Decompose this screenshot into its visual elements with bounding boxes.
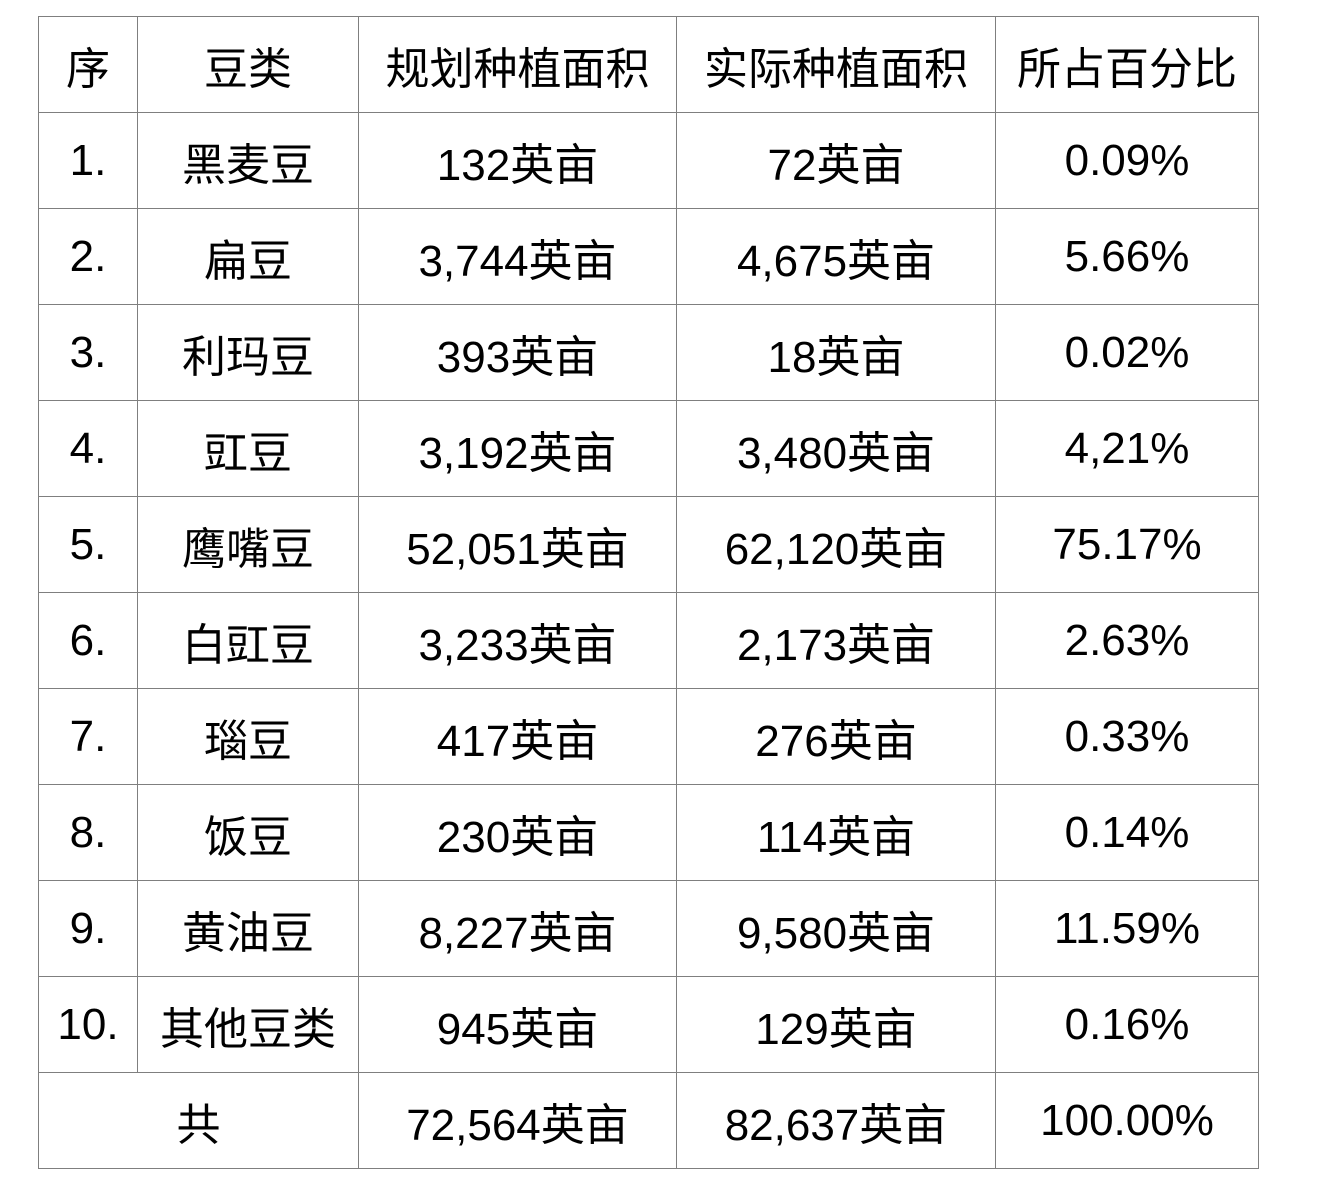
- total-planned-area: 72,564英亩: [358, 1072, 677, 1169]
- planned-area-cell: 230英亩: [358, 784, 677, 881]
- col-header-no: 序: [38, 16, 138, 113]
- bean-name-cell: 白豇豆: [137, 592, 359, 689]
- total-percent: 100.00%: [995, 1072, 1259, 1169]
- col-header-bean: 豆类: [137, 16, 359, 113]
- planned-area-cell: 52,051英亩: [358, 496, 677, 593]
- table-footer: 共 72,564英亩 82,637英亩 100.00%: [38, 1072, 1259, 1169]
- actual-area-cell: 2,173英亩: [676, 592, 996, 689]
- actual-area-cell: 276英亩: [676, 688, 996, 785]
- planned-area-cell: 393英亩: [358, 304, 677, 401]
- total-actual-area: 82,637英亩: [676, 1072, 996, 1169]
- bean-name-cell: 黑麦豆: [137, 112, 359, 209]
- table-header: 序 豆类 规划种植面积 实际种植面积 所占百分比: [38, 16, 1259, 113]
- bean-name-cell: 饭豆: [137, 784, 359, 881]
- row-number-cell: 8.: [38, 784, 138, 881]
- bean-name-cell: 利玛豆: [137, 304, 359, 401]
- row-number-cell: 2.: [38, 208, 138, 305]
- table-row: 3. 利玛豆 393英亩 18英亩 0.02%: [38, 304, 1259, 401]
- table-row: 5. 鹰嘴豆 52,051英亩 62,120英亩 75.17%: [38, 496, 1259, 593]
- bean-name-cell: 豇豆: [137, 400, 359, 497]
- total-label: 共: [38, 1072, 359, 1169]
- document-page: 序 豆类 规划种植面积 实际种植面积 所占百分比 1. 黑麦豆 132英亩 72…: [38, 16, 1259, 1169]
- planned-area-cell: 945英亩: [358, 976, 677, 1073]
- total-row: 共 72,564英亩 82,637英亩 100.00%: [38, 1072, 1259, 1169]
- percent-cell: 0.14%: [995, 784, 1259, 881]
- table-row: 6. 白豇豆 3,233英亩 2,173英亩 2.63%: [38, 592, 1259, 689]
- row-number-cell: 9.: [38, 880, 138, 977]
- row-number-cell: 6.: [38, 592, 138, 689]
- planned-area-cell: 132英亩: [358, 112, 677, 209]
- actual-area-cell: 72英亩: [676, 112, 996, 209]
- bean-name-cell: 扁豆: [137, 208, 359, 305]
- actual-area-cell: 18英亩: [676, 304, 996, 401]
- bean-name-cell: 鹰嘴豆: [137, 496, 359, 593]
- col-header-planned: 规划种植面积: [358, 16, 677, 113]
- percent-cell: 2.63%: [995, 592, 1259, 689]
- percent-cell: 75.17%: [995, 496, 1259, 593]
- actual-area-cell: 114英亩: [676, 784, 996, 881]
- table-row: 9. 黄油豆 8,227英亩 9,580英亩 11.59%: [38, 880, 1259, 977]
- row-number-cell: 3.: [38, 304, 138, 401]
- row-number-cell: 4.: [38, 400, 138, 497]
- percent-cell: 4,21%: [995, 400, 1259, 497]
- actual-area-cell: 62,120英亩: [676, 496, 996, 593]
- table-row: 4. 豇豆 3,192英亩 3,480英亩 4,21%: [38, 400, 1259, 497]
- col-header-percent: 所占百分比: [995, 16, 1259, 113]
- table-row: 7. 瑙豆 417英亩 276英亩 0.33%: [38, 688, 1259, 785]
- planned-area-cell: 8,227英亩: [358, 880, 677, 977]
- planned-area-cell: 3,192英亩: [358, 400, 677, 497]
- percent-cell: 0.33%: [995, 688, 1259, 785]
- table-row: 10. 其他豆类 945英亩 129英亩 0.16%: [38, 976, 1259, 1073]
- percent-cell: 5.66%: [995, 208, 1259, 305]
- percent-cell: 0.02%: [995, 304, 1259, 401]
- beans-table: 序 豆类 规划种植面积 实际种植面积 所占百分比 1. 黑麦豆 132英亩 72…: [38, 16, 1259, 1169]
- bean-name-cell: 黄油豆: [137, 880, 359, 977]
- bean-name-cell: 瑙豆: [137, 688, 359, 785]
- row-number-cell: 10.: [38, 976, 138, 1073]
- actual-area-cell: 4,675英亩: [676, 208, 996, 305]
- row-number-cell: 7.: [38, 688, 138, 785]
- planned-area-cell: 3,233英亩: [358, 592, 677, 689]
- header-row: 序 豆类 规划种植面积 实际种植面积 所占百分比: [38, 16, 1259, 113]
- actual-area-cell: 9,580英亩: [676, 880, 996, 977]
- percent-cell: 0.09%: [995, 112, 1259, 209]
- row-number-cell: 1.: [38, 112, 138, 209]
- table-row: 1. 黑麦豆 132英亩 72英亩 0.09%: [38, 112, 1259, 209]
- planned-area-cell: 417英亩: [358, 688, 677, 785]
- actual-area-cell: 3,480英亩: [676, 400, 996, 497]
- actual-area-cell: 129英亩: [676, 976, 996, 1073]
- planned-area-cell: 3,744英亩: [358, 208, 677, 305]
- col-header-actual: 实际种植面积: [676, 16, 996, 113]
- percent-cell: 11.59%: [995, 880, 1259, 977]
- percent-cell: 0.16%: [995, 976, 1259, 1073]
- row-number-cell: 5.: [38, 496, 138, 593]
- table-body: 1. 黑麦豆 132英亩 72英亩 0.09% 2. 扁豆 3,744英亩 4,…: [38, 112, 1259, 1073]
- table-row: 2. 扁豆 3,744英亩 4,675英亩 5.66%: [38, 208, 1259, 305]
- bean-name-cell: 其他豆类: [137, 976, 359, 1073]
- table-row: 8. 饭豆 230英亩 114英亩 0.14%: [38, 784, 1259, 881]
